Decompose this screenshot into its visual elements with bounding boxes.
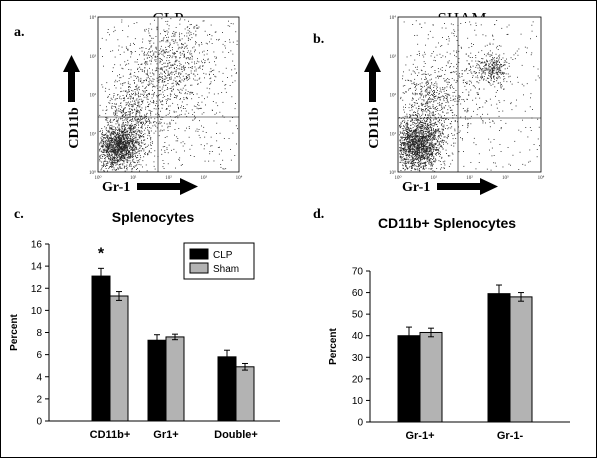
y-axis-title: Percent xyxy=(328,327,339,364)
y-tick-label: 20 xyxy=(352,374,364,385)
panel-a-scatter-dots xyxy=(99,18,238,172)
panel-a-x-arrow xyxy=(137,178,198,195)
flow-y-tick-label: 10² xyxy=(90,93,97,99)
y-tick-label: 10 xyxy=(352,396,364,407)
bar-sham-gr1 xyxy=(419,331,443,423)
y-tick-label: 0 xyxy=(36,417,42,428)
bar-clp-gr1 xyxy=(147,339,167,422)
panel-c-letter: c. xyxy=(14,207,24,222)
panel-a-y-arrow xyxy=(63,55,80,102)
category-label: CD11b+ xyxy=(90,429,131,441)
bar-sham-gr1 xyxy=(165,336,185,422)
error-bar xyxy=(224,349,230,364)
y-tick-label: 8 xyxy=(36,328,42,339)
panel-c-plot-area: 0 2 4 6 8 10 12 14 16 Percent CD11b+ Gr1+ Double+ * CL… xyxy=(9,240,280,441)
category-label: Gr-1+ xyxy=(405,430,434,442)
flow-x-tick-label: 10⁰ xyxy=(394,175,401,181)
y-tick-label: 2 xyxy=(36,394,42,405)
error-bar xyxy=(518,292,524,302)
error-bar xyxy=(98,267,104,285)
flow-y-tick-label: 10⁰ xyxy=(389,170,396,176)
category-label: Gr1+ xyxy=(153,429,178,441)
category-label: Double+ xyxy=(214,429,258,441)
bar-sham-double xyxy=(235,366,255,422)
y-tick-label: 16 xyxy=(31,240,43,251)
flow-y-tick-label: 10⁴ xyxy=(89,15,96,21)
panel-a-ylabel: CD11b xyxy=(67,107,82,148)
flow-x-tick-label: 10² xyxy=(466,175,473,181)
panel-a-letter: a. xyxy=(14,25,25,40)
panel-b-y-arrow xyxy=(364,55,381,102)
bar-sham-cd11b xyxy=(109,295,129,422)
legend-swatch-sham xyxy=(189,262,209,274)
panel-d-letter: d. xyxy=(313,207,324,222)
flow-x-tick-label: 10² xyxy=(165,175,172,181)
legend: CLP Sham xyxy=(183,242,255,280)
panel-d-title: CD11b+ Splenocytes xyxy=(378,215,516,231)
bar-clp-gr1 xyxy=(487,293,511,423)
flow-y-tick-label: 10¹ xyxy=(90,131,97,137)
panel-b-scatter-dots xyxy=(399,20,540,172)
flow-y-tick-label: 10³ xyxy=(390,54,397,60)
flow-x-tick-label: 10⁴ xyxy=(538,175,545,181)
error-bar xyxy=(406,326,412,345)
panel-b-ylabel: CD11b xyxy=(367,107,382,148)
bar-clp-cd11b xyxy=(91,275,111,422)
flow-y-tick-label: 10¹ xyxy=(390,131,397,137)
flow-y-tick-label: 10⁰ xyxy=(89,170,96,176)
y-axis-title: Percent xyxy=(9,313,20,350)
y-tick-label: 50 xyxy=(352,310,364,321)
y-tick-label: 12 xyxy=(31,284,43,295)
flow-x-tick-label: 10¹ xyxy=(431,175,438,181)
legend-label-sham: Sham xyxy=(213,264,239,275)
panel-b-x-arrow xyxy=(437,178,498,195)
panel-d-bar-chart: d. CD11b+ Splenocytes 0 10 20 30 40 50 60 70 Per… xyxy=(313,207,570,442)
panel-d-plot-area: 0 10 20 30 40 50 60 70 Percent Gr-1+ Gr-1- xyxy=(328,267,570,442)
flow-x-tick-label: 10¹ xyxy=(130,175,137,181)
y-tick-label: 14 xyxy=(31,262,43,273)
flow-y-tick-label: 10³ xyxy=(90,54,97,60)
category-label: Gr-1- xyxy=(497,430,524,442)
panel-c-bar-chart: c. Splenocytes 0 2 4 6 8 10 12 14 16 Percent CD11b… xyxy=(9,207,280,441)
error-bar xyxy=(154,334,160,347)
y-tick-label: 40 xyxy=(352,331,364,342)
flow-y-tick-label: 10⁴ xyxy=(389,15,396,21)
panel-b-xlabel: Gr-1 xyxy=(402,180,430,195)
flow-x-tick-label: 10³ xyxy=(201,175,208,181)
y-tick-label: 70 xyxy=(352,267,364,278)
y-tick-label: 30 xyxy=(352,353,364,364)
bar-clp-gr1 xyxy=(397,335,421,423)
error-bar xyxy=(242,362,248,371)
legend-label-clp: CLP xyxy=(213,250,233,261)
error-bar xyxy=(428,327,434,338)
y-tick-label: 4 xyxy=(36,372,42,383)
flow-x-tick-label: 10³ xyxy=(502,175,509,181)
y-tick-label: 6 xyxy=(36,350,42,361)
flow-y-tick-label: 10² xyxy=(390,93,397,99)
bar-clp-double xyxy=(217,356,237,422)
y-tick-label: 60 xyxy=(352,288,364,299)
bar-sham-gr1 xyxy=(509,296,533,423)
error-bar xyxy=(496,284,502,303)
y-tick-label: 10 xyxy=(31,306,43,317)
y-tick-label: 0 xyxy=(357,418,363,429)
flow-x-tick-label: 10⁴ xyxy=(236,175,243,181)
legend-swatch-clp xyxy=(189,248,209,260)
flow-x-tick-label: 10⁰ xyxy=(94,175,101,181)
error-bar xyxy=(172,333,178,341)
panel-c-title: Splenocytes xyxy=(112,209,195,225)
error-bar xyxy=(116,291,122,301)
panel-a-xlabel: Gr-1 xyxy=(102,180,130,195)
panel-b-letter: b. xyxy=(313,32,324,47)
significance-marker: * xyxy=(98,245,105,262)
